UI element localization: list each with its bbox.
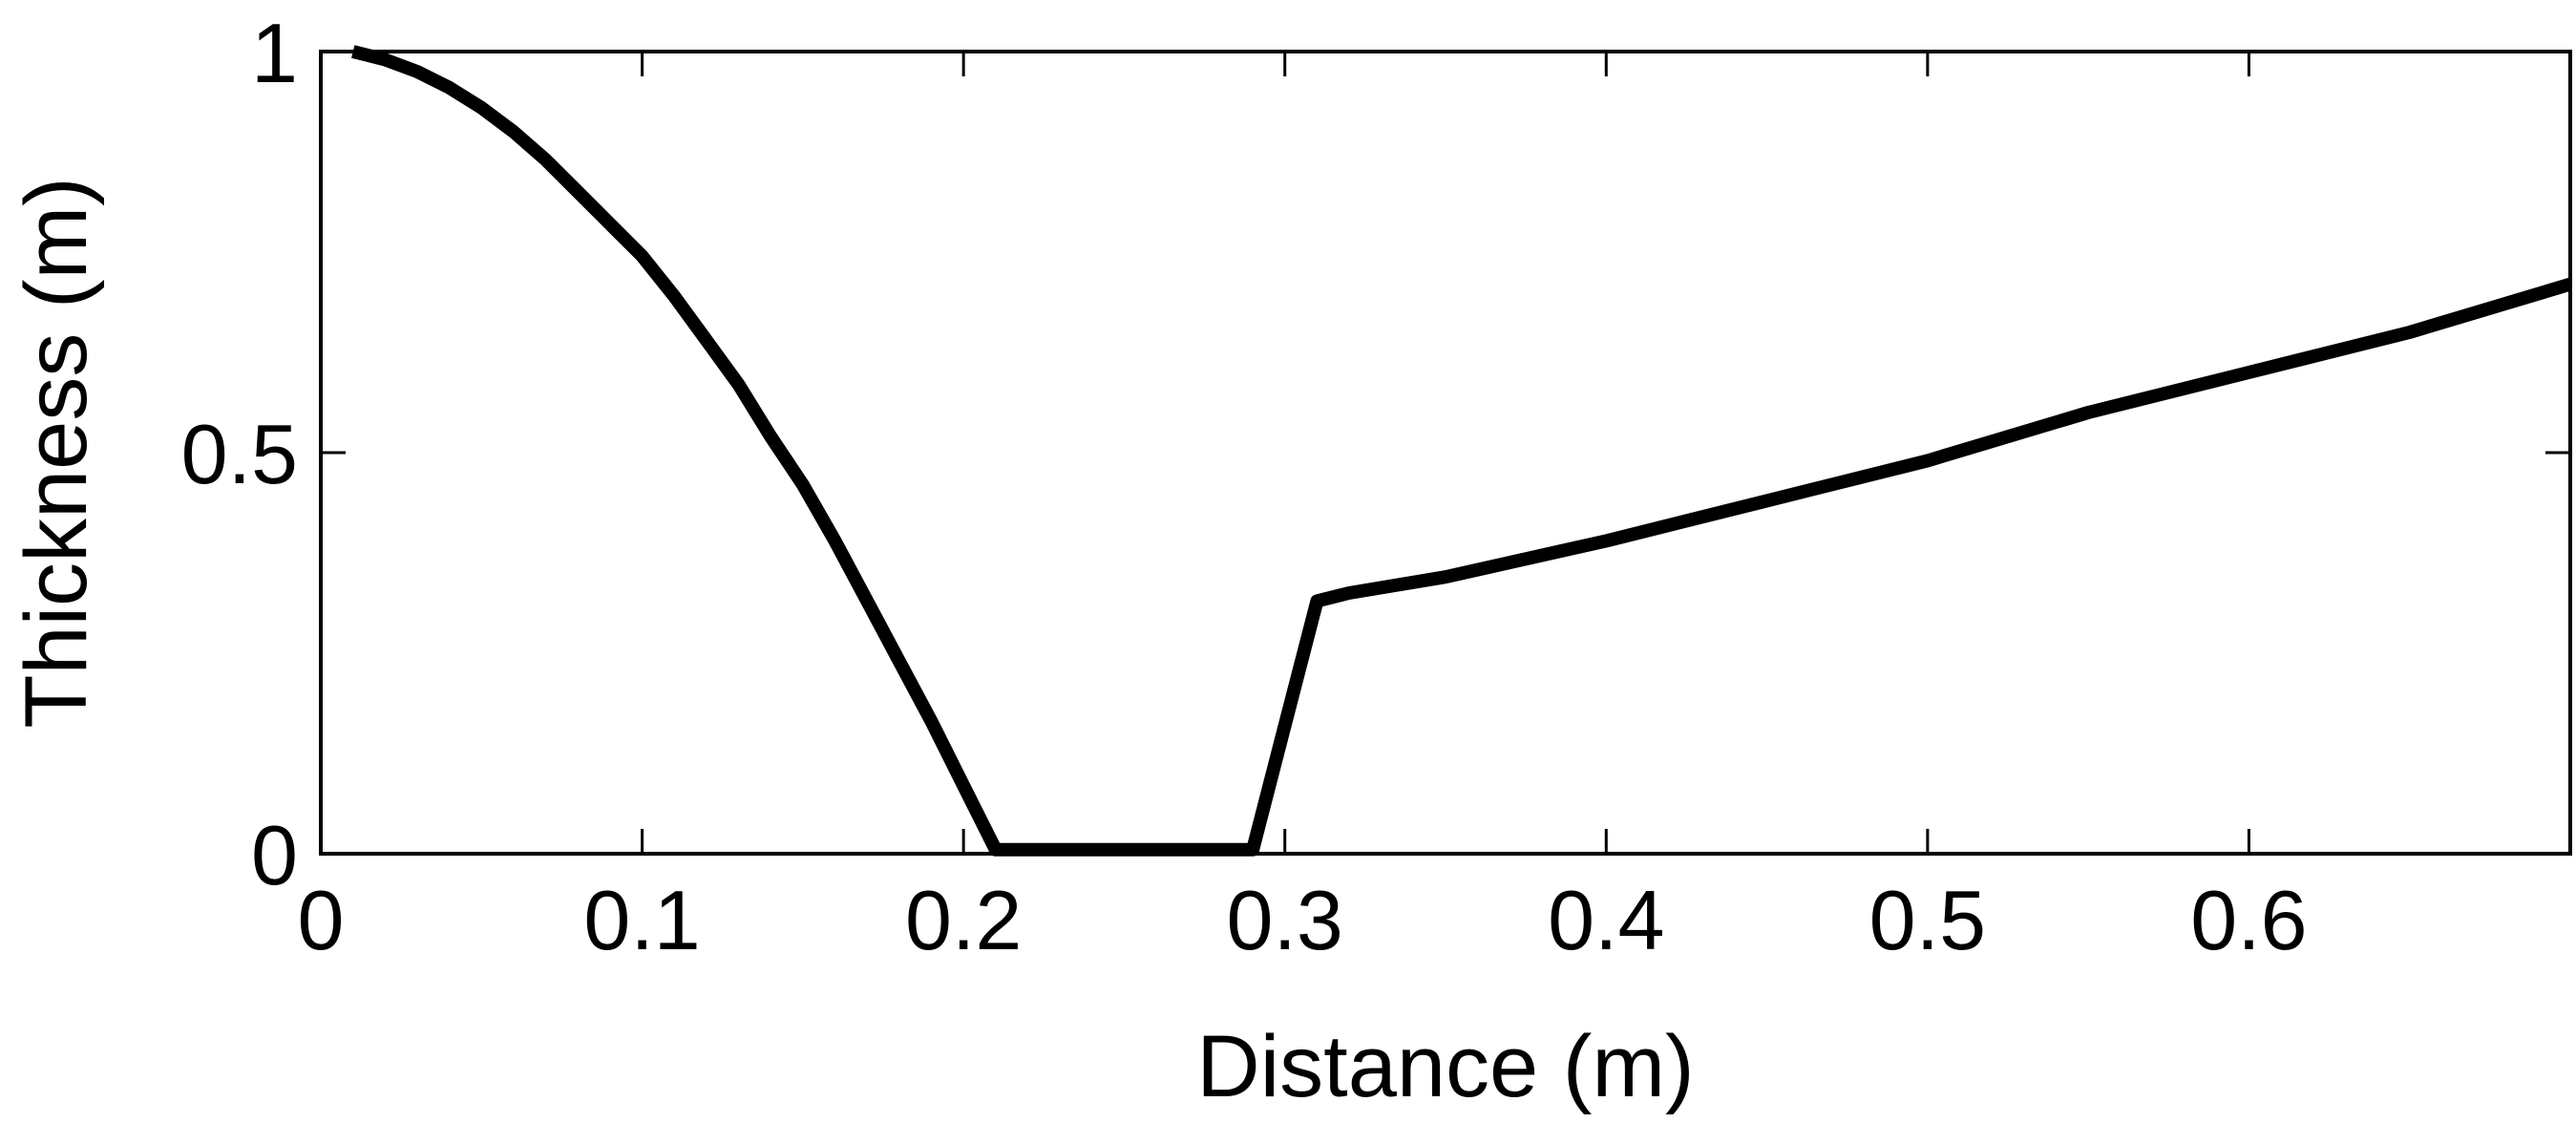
x-axis-ticks: 0 0.1 0.2 0.3 0.4 0.5 0.6	[298, 52, 2308, 967]
series-layer	[351, 45, 2573, 857]
y-axis-label: Thickness (m)	[8, 177, 105, 729]
x-tick-label: 0.1	[583, 873, 700, 967]
x-tick-label: 0.6	[2190, 873, 2307, 967]
y-axis-ticks: 00.51	[181, 6, 2570, 902]
x-tick-label: 0.5	[1869, 873, 1986, 967]
y-tick-label: 0.5	[181, 407, 298, 501]
thickness-series-line	[351, 45, 2573, 857]
x-tick-label: 0	[298, 873, 345, 967]
y-tick-label: 0	[251, 808, 298, 902]
y-tick-label: 1	[251, 6, 298, 100]
x-tick-label: 0.2	[905, 873, 1022, 967]
plot-area	[319, 50, 2572, 856]
x-tick-label: 0.4	[1548, 873, 1664, 967]
x-axis-label: Distance (m)	[1196, 1018, 1694, 1115]
plot-frame	[319, 50, 2572, 856]
x-tick-label: 0.3	[1227, 873, 1343, 967]
